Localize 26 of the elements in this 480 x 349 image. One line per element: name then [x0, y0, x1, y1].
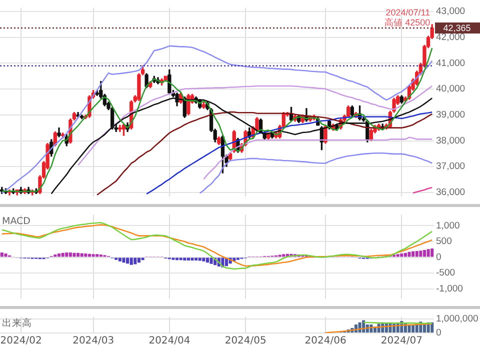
y-tick-label: 0: [436, 252, 442, 263]
y-tick-label: 500: [436, 236, 452, 248]
x-tick-label: 2024/05: [224, 336, 266, 347]
chart-title: 出来高: [2, 316, 32, 329]
y-tick-label: 40,000: [436, 84, 466, 95]
x-tick-label: 2024/02: [0, 336, 42, 347]
y-tick-label: 37,000: [436, 161, 466, 172]
y-tick-label: -500: [436, 268, 456, 279]
y-tick-label: 1,000: [436, 220, 460, 232]
y-tick-label: -1,000: [436, 283, 463, 294]
x-tick-label: 2024/04: [148, 336, 190, 347]
y-tick-label: 1,000,000: [436, 313, 478, 324]
y-tick-label: 36,000: [436, 187, 466, 198]
y-tick-label: 39,000: [436, 110, 466, 121]
ref-line-label: 42,365: [443, 22, 471, 33]
y-tick-label: 42,000: [436, 32, 466, 44]
x-tick-label: 2024/06: [304, 336, 346, 347]
x-tick-label: 2024/07: [380, 336, 422, 347]
y-tick-label: 41,000: [436, 58, 466, 69]
y-tick-label: 43,000: [436, 6, 466, 18]
chart-title: MACD: [2, 216, 30, 227]
y-tick-label: 38,000: [436, 135, 466, 146]
annotation: 高値 42500: [384, 18, 430, 28]
annotation: 2024/07/11: [386, 8, 430, 18]
x-tick-label: 2024/03: [72, 336, 114, 347]
y-tick-label: 0: [436, 328, 442, 339]
